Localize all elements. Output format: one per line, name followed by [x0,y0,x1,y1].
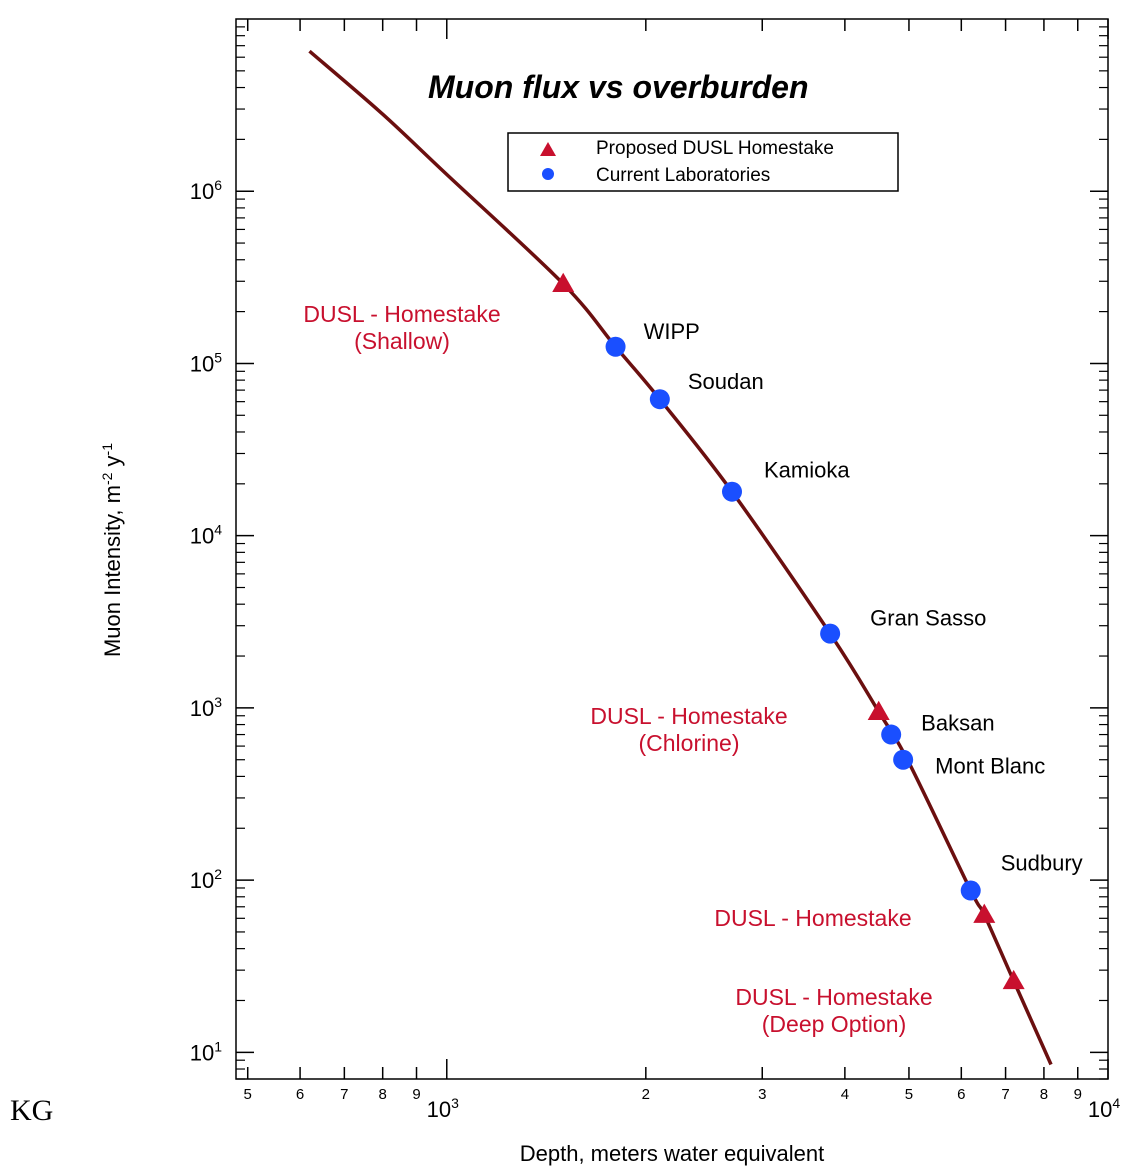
y-axis-label-exp1: -2 [99,472,115,485]
dusl-point [867,700,890,720]
lab-point-gran-sasso [820,623,841,644]
lab-point-soudan [649,389,670,410]
dusl-label: DUSL - Homestake [714,905,911,931]
x-tick-label: 4 [841,1086,849,1103]
dusl-sublabel: (Shallow) [354,328,450,354]
dusl-sublabel: (Chlorine) [639,730,740,756]
legend: Proposed DUSL Homestake Current Laborato… [507,132,899,192]
x-tick-label: 6 [957,1086,965,1103]
x-major-tick-label: 103 [427,1095,459,1122]
x-tick-label: 9 [1074,1086,1082,1103]
lab-label-mont-blanc: Mont Blanc [935,754,1045,779]
x-tick-label: 9 [412,1086,420,1103]
y-axis-label-exp2: -1 [99,443,115,456]
legend-triangle-marker [540,142,556,156]
y-tick-label: 105 [190,349,222,376]
lab-point-baksan [881,724,902,745]
y-tick-label: 101 [190,1038,222,1065]
dusl-label: DUSL - Homestake [590,703,787,729]
lab-point-sudbury [960,880,981,901]
x-tick-label: 5 [244,1086,252,1103]
lab-point-kamioka [722,481,743,502]
y-tick-label: 106 [190,177,222,204]
lab-label-sudbury: Sudbury [1001,851,1083,876]
y-axis-label: Muon Intensity, m-2 y-1 [99,443,125,657]
legend-circle-marker [542,168,554,180]
dusl-point [552,272,575,293]
x-tick-label: 8 [379,1086,387,1103]
dusl-label: DUSL - Homestake [303,301,500,327]
lab-point-mont-blanc [893,749,914,770]
x-tick-label: 7 [340,1086,348,1103]
legend-entry-proposed: Proposed DUSL Homestake [596,138,834,159]
corner-initials: KG [10,1094,54,1127]
lab-point-wipp [605,336,626,357]
y-tick-label: 102 [190,866,222,893]
x-tick-label: 6 [296,1086,304,1103]
lab-label-kamioka: Kamioka [764,458,850,483]
x-tick-label: 3 [758,1086,766,1103]
plot-frame [235,18,1109,1080]
y-tick-label: 104 [190,522,222,549]
dusl-label: DUSL - Homestake [735,984,932,1010]
x-tick-label: 2 [642,1086,650,1103]
x-major-tick-label: 104 [1088,1095,1120,1122]
y-axis-label-y: y [100,455,125,472]
fit-curve [308,49,1053,1066]
dusl-point [973,903,996,923]
chart-title: Muon flux vs overburden [428,69,808,105]
lab-label-wipp: WIPP [644,319,700,344]
dusl-point [1002,969,1025,990]
y-tick-label: 103 [190,694,222,721]
lab-label-soudan: Soudan [688,369,764,394]
legend-box [507,132,899,192]
lab-label-gran-sasso: Gran Sasso [870,606,986,631]
y-axis-label-text: Muon Intensity, m [100,485,125,657]
x-axis-label: Depth, meters water equivalent [520,1141,825,1166]
lab-label-baksan: Baksan [921,711,994,736]
x-tick-label: 7 [1001,1086,1009,1103]
x-tick-label: 5 [905,1086,913,1103]
legend-entry-current: Current Laboratories [596,165,770,186]
dusl-sublabel: (Deep Option) [762,1011,906,1037]
x-tick-label: 8 [1040,1086,1048,1103]
